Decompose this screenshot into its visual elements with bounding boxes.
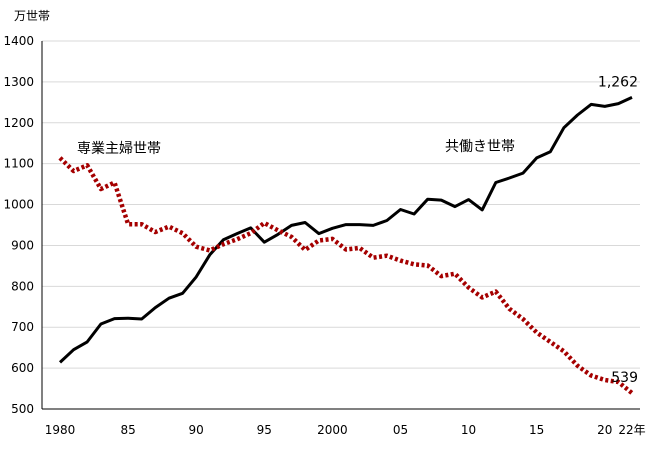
y-tick-label: 800 — [11, 279, 34, 293]
x-tick-label: 10 — [461, 423, 476, 437]
y-tick-label: 1000 — [3, 198, 34, 212]
y-axis-ticks: 500 600 700 800 900 1000 1100 1200 1300 1400 — [3, 34, 34, 416]
series-labels: 1,262 539 共働き世帯 専業主婦世帯 — [77, 74, 638, 386]
x-tick-label: 85 — [120, 423, 135, 437]
x-tick-label: 15 — [529, 423, 544, 437]
single-income-line — [58, 156, 634, 395]
y-unit-label: 万世帯 — [14, 9, 50, 23]
x-tick-label: 95 — [257, 423, 272, 437]
x-tick-label: 2000 — [317, 423, 348, 437]
dual-income-end-value: 1,262 — [598, 74, 638, 90]
x-tick-label: 1980 — [45, 423, 76, 437]
x-tick-label: 20 — [597, 423, 612, 437]
single-income-series-label: 専業主婦世帯 — [77, 140, 161, 157]
dual-income-line — [58, 96, 633, 364]
x-axis-ticks: 1980 85 90 95 2000 05 10 15 20 22年 — [45, 423, 646, 437]
x-tick-label: 22年 — [618, 423, 645, 437]
y-tick-label: 600 — [11, 361, 34, 375]
x-tick-label: 05 — [393, 423, 408, 437]
y-tick-label: 500 — [11, 402, 34, 416]
series-lines — [58, 96, 634, 395]
dual-income-series-label: 共働き世帯 — [445, 139, 515, 155]
y-tick-label: 1300 — [3, 75, 34, 89]
y-tick-label: 900 — [11, 238, 34, 252]
y-tick-label: 700 — [11, 320, 34, 334]
single-income-end-value: 539 — [611, 370, 638, 386]
y-tick-label: 1400 — [3, 34, 34, 48]
x-tick-label: 90 — [189, 423, 204, 437]
y-tick-label: 1100 — [3, 157, 34, 171]
y-tick-label: 1200 — [3, 116, 34, 130]
